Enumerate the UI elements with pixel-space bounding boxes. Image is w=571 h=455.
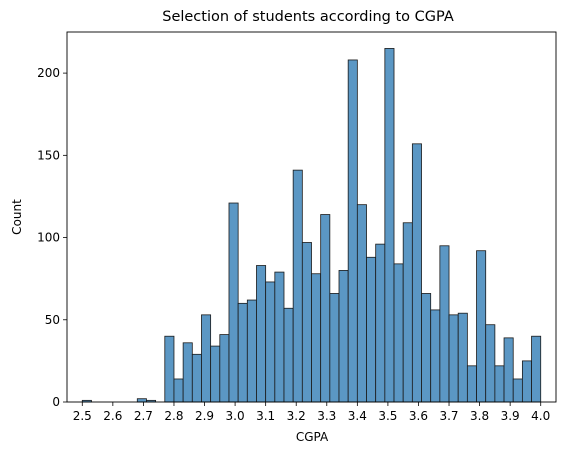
histogram-bar — [329, 293, 340, 403]
x-tick-label: 3.9 — [501, 409, 520, 423]
x-tick-label: 2.9 — [195, 409, 214, 423]
x-tick-label: 3.2 — [287, 409, 306, 423]
histogram-bars — [81, 48, 542, 403]
histogram-bar — [136, 398, 147, 403]
histogram-bar — [402, 222, 413, 403]
histogram-bar — [531, 335, 542, 403]
y-axis-label: Count — [10, 199, 24, 235]
y-axis-ticks: 0 50 100 150 200 — [37, 66, 67, 409]
histogram-bar — [521, 360, 532, 403]
x-tick-label: 3.3 — [317, 409, 336, 423]
histogram-bar — [246, 299, 257, 403]
histogram-bar — [421, 293, 432, 403]
x-tick-label: 3.0 — [226, 409, 245, 423]
y-tick-label: 200 — [37, 66, 60, 80]
y-tick-label: 50 — [45, 313, 60, 327]
chart-title: Selection of students according to CGPA — [162, 9, 454, 25]
y-tick-label: 100 — [37, 231, 60, 245]
histogram-bar — [485, 324, 496, 403]
x-tick-label: 3.4 — [348, 409, 367, 423]
x-tick-label: 2.7 — [134, 409, 153, 423]
histogram-bar — [228, 202, 239, 403]
x-tick-label: 3.5 — [378, 409, 397, 423]
histogram-bar — [384, 48, 395, 403]
histogram-bar — [237, 302, 248, 403]
histogram-bar — [338, 270, 349, 403]
x-tick-label: 3.7 — [439, 409, 458, 423]
histogram-bar — [320, 214, 331, 403]
histogram-bar — [356, 204, 367, 403]
histogram-bar — [311, 273, 322, 403]
histogram-bar — [347, 59, 358, 403]
histogram-bar — [256, 265, 267, 403]
y-tick-label: 150 — [37, 148, 60, 162]
histogram-bar — [466, 365, 477, 403]
x-axis-ticks: 2.5 2.6 2.7 2.8 2.9 3.0 3.1 3.2 3.3 3.4 3.5 3.6 3.7 3… — [73, 402, 550, 423]
plot-frame — [66, 31, 557, 403]
x-tick-label: 4.0 — [531, 409, 550, 423]
x-tick-label: 2.8 — [164, 409, 183, 423]
histogram-bar — [201, 314, 212, 403]
histogram-bar — [292, 169, 303, 403]
histogram-bar — [301, 242, 312, 403]
x-tick-label: 3.1 — [256, 409, 275, 423]
histogram-bar — [366, 256, 377, 403]
histogram-bar — [512, 378, 523, 403]
x-tick-label: 3.6 — [409, 409, 428, 423]
y-tick-label: 0 — [52, 395, 60, 409]
x-tick-label: 3.8 — [470, 409, 489, 423]
histogram-bar — [210, 345, 221, 403]
histogram-bar — [265, 281, 276, 403]
histogram-bar — [439, 245, 450, 403]
histogram-bar — [274, 271, 285, 403]
histogram-bar — [411, 143, 422, 403]
histogram-bar — [448, 314, 459, 403]
histogram-bar — [191, 353, 202, 403]
histogram-bar — [503, 337, 514, 403]
histogram-bar — [219, 334, 230, 403]
x-axis-label: CGPA — [296, 430, 329, 444]
histogram-bar — [173, 378, 184, 403]
histogram-bar — [430, 309, 441, 403]
histogram-bar — [393, 263, 404, 403]
histogram-bar — [164, 335, 175, 403]
histogram-bar — [457, 312, 468, 403]
x-tick-label: 2.5 — [73, 409, 92, 423]
x-tick-label: 2.6 — [103, 409, 122, 423]
histogram-bar — [375, 243, 386, 403]
histogram-bar — [182, 342, 193, 403]
histogram-bar — [494, 365, 505, 403]
histogram-bar — [476, 250, 487, 403]
histogram-bar — [283, 307, 294, 403]
